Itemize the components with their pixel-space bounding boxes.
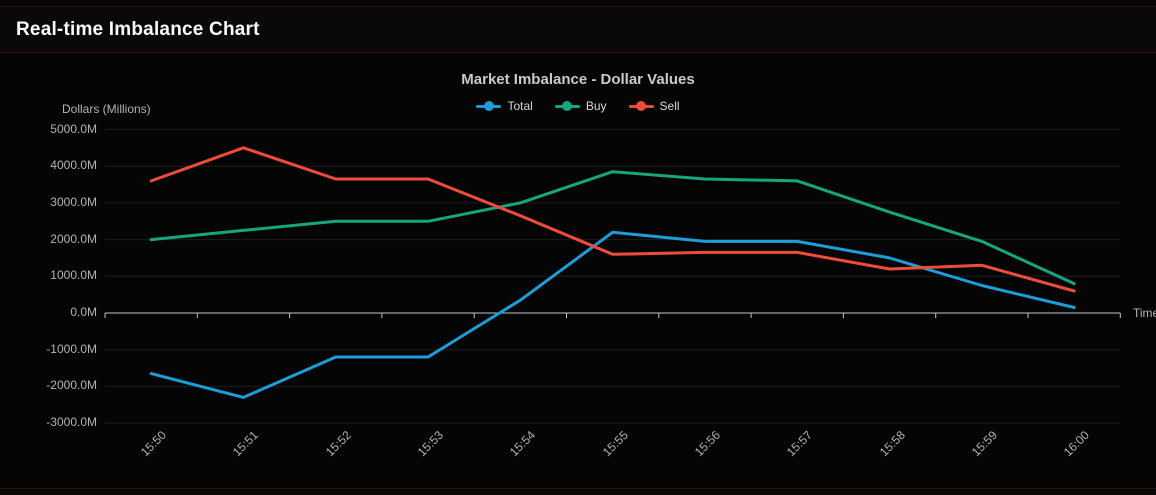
y-tick-label: 4000.0M: [50, 158, 97, 173]
y-tick-label: -3000.0M: [46, 415, 97, 430]
y-tick-label: 0.0M: [70, 305, 97, 319]
legend-marker-total-icon: [476, 101, 502, 111]
legend-dot-icon: [636, 101, 647, 111]
y-tick-label: 3000.0M: [50, 194, 97, 209]
y-tick-label: 5000.0M: [50, 121, 97, 136]
page-header: Real-time Imbalance Chart: [0, 8, 1156, 53]
legend-marker-sell-icon: [628, 101, 654, 111]
page-title: Real-time Imbalance Chart: [16, 19, 260, 40]
legend-item-sell[interactable]: Sell: [628, 99, 680, 113]
legend-dot-icon: [483, 101, 494, 111]
chart-title: Market Imbalance - Dollar Values: [461, 71, 695, 88]
legend-item-total[interactable]: Total: [476, 99, 533, 113]
y-tick-label: -2000.0M: [46, 378, 97, 393]
legend-marker-buy-icon: [554, 101, 580, 111]
legend-dot-icon: [562, 101, 573, 111]
legend-label: Total: [507, 99, 533, 113]
series-line-buy: [149, 170, 1076, 286]
chart-legend: Total Buy Sell: [0, 97, 1156, 115]
x-axis-name: Time: [1133, 306, 1156, 320]
y-tick-label: 2000.0M: [50, 231, 97, 246]
legend-item-buy[interactable]: Buy: [554, 99, 607, 113]
series-line-sell: [149, 146, 1076, 293]
top-strip: [0, 0, 1156, 7]
y-tick-label: -1000.0M: [46, 341, 97, 356]
legend-label: Sell: [659, 99, 680, 113]
legend-label: Buy: [585, 99, 607, 113]
y-tick-label: 1000.0M: [50, 268, 97, 283]
y-axis-name: Dollars (Millions): [62, 102, 151, 116]
bottom-strip: [0, 488, 1156, 495]
